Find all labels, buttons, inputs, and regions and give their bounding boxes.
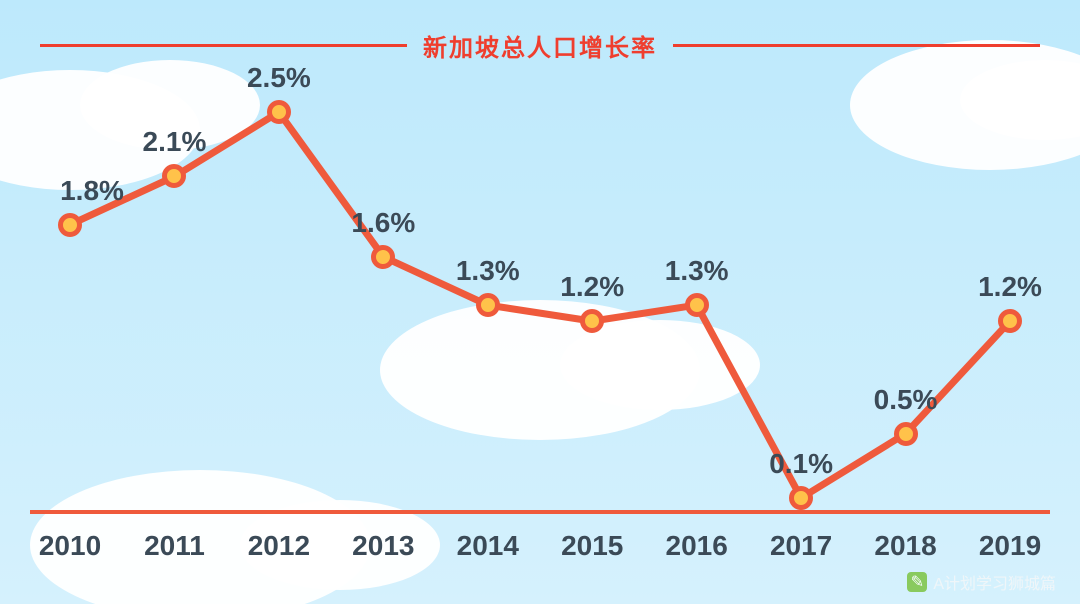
watermark-icon: ✎ xyxy=(907,572,927,592)
data-point xyxy=(580,309,604,333)
chart-title: 新加坡总人口增长率 xyxy=(423,28,657,63)
data-label: 1.3% xyxy=(665,255,729,287)
plot-area: 1.8%2.1%2.5%1.6%1.3%1.2%1.3%0.1%0.5%1.2% xyxy=(30,80,1050,514)
data-point xyxy=(371,245,395,269)
x-axis-label: 2011 xyxy=(144,530,205,562)
data-point xyxy=(789,486,813,510)
watermark-text: A计划学习狮城篇 xyxy=(933,570,1056,594)
data-label: 2.1% xyxy=(143,126,207,158)
data-point xyxy=(162,164,186,188)
data-point xyxy=(58,213,82,237)
x-axis-label: 2017 xyxy=(770,530,832,562)
x-axis-baseline xyxy=(30,510,1050,514)
title-rule-right xyxy=(673,44,1040,47)
data-label: 1.6% xyxy=(351,207,415,239)
x-axis-label: 2010 xyxy=(39,530,101,562)
x-axis-label: 2016 xyxy=(666,530,728,562)
x-axis-label: 2012 xyxy=(248,530,310,562)
x-axis-label: 2013 xyxy=(352,530,414,562)
data-label: 2.5% xyxy=(247,62,311,94)
data-point xyxy=(685,293,709,317)
data-label: 0.1% xyxy=(769,448,833,480)
chart-container: 新加坡总人口增长率 1.8% 2.1% 2.5% 1.6% 1.3% 1.2% 1.3% 0.… xyxy=(0,0,1080,604)
data-point xyxy=(476,293,500,317)
x-axis-label: 2015 xyxy=(561,530,623,562)
pencil-icon: ✎ xyxy=(911,572,924,592)
data-point xyxy=(894,422,918,446)
x-axis-labels: 2010 2011 2012 2013 2014 2015 2016 2017 2018 2019 xyxy=(30,530,1050,570)
x-axis-label: 2019 xyxy=(979,530,1041,562)
data-label: 1.8% xyxy=(60,175,124,207)
data-label: 1.3% xyxy=(456,255,520,287)
data-point xyxy=(267,100,291,124)
x-axis-label: 2014 xyxy=(457,530,519,562)
watermark: ✎ A计划学习狮城篇 xyxy=(907,570,1056,594)
title-rule-left xyxy=(40,44,407,47)
x-axis-label: 2018 xyxy=(874,530,936,562)
data-label: 1.2% xyxy=(978,271,1042,303)
data-label: 1.2% xyxy=(560,271,624,303)
chart-title-bar: 新加坡总人口增长率 xyxy=(40,28,1040,63)
data-point xyxy=(998,309,1022,333)
data-label: 0.5% xyxy=(874,384,938,416)
